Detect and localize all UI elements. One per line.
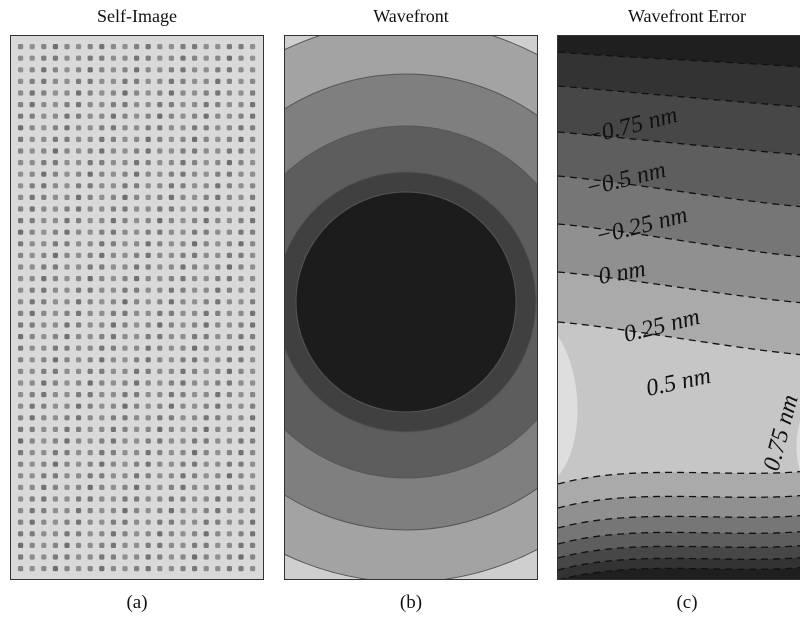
contour-line-5 xyxy=(558,271,800,304)
caption-c: (c) xyxy=(676,592,698,613)
contour-line-lower-1 xyxy=(558,494,800,509)
panel-wavefront-error: −0.75 nm −0.5 nm −0.25 nm 0 nm 0.25 nm 0… xyxy=(557,35,800,580)
title-self-image: Self-Image xyxy=(97,6,177,26)
error-lobe-left xyxy=(558,336,578,476)
contour-line-lower-4 xyxy=(558,544,800,559)
wavefront-ring-5 xyxy=(295,191,517,413)
contour-line-1 xyxy=(558,85,800,108)
contour-line-0 xyxy=(558,51,800,68)
contour-line-lower-6 xyxy=(559,566,800,579)
self-image-dot-grid xyxy=(18,44,256,572)
contour-line-lower-3 xyxy=(558,530,800,545)
wavefront-error-contours: −0.75 nm −0.5 nm −0.25 nm 0 nm 0.25 nm 0… xyxy=(558,36,800,579)
panel-self-image xyxy=(10,35,264,580)
error-lobe-right xyxy=(796,421,800,471)
contour-line-6 xyxy=(558,321,800,356)
contour-line-lower-5 xyxy=(558,556,800,571)
panel-wavefront xyxy=(284,35,538,580)
contour-line-lower-0 xyxy=(558,470,800,485)
wavefront-rings xyxy=(285,36,537,579)
dot-grid xyxy=(18,44,256,572)
contour-line-3 xyxy=(558,175,800,208)
caption-b: (b) xyxy=(399,592,423,613)
contour-line-lower-2 xyxy=(558,514,800,529)
contour-line-2 xyxy=(558,131,800,156)
title-wavefront: Wavefront xyxy=(373,6,449,26)
caption-a: (a) xyxy=(126,592,148,613)
contour-line-4 xyxy=(558,223,800,258)
title-wavefront-error: Wavefront Error xyxy=(628,6,746,26)
